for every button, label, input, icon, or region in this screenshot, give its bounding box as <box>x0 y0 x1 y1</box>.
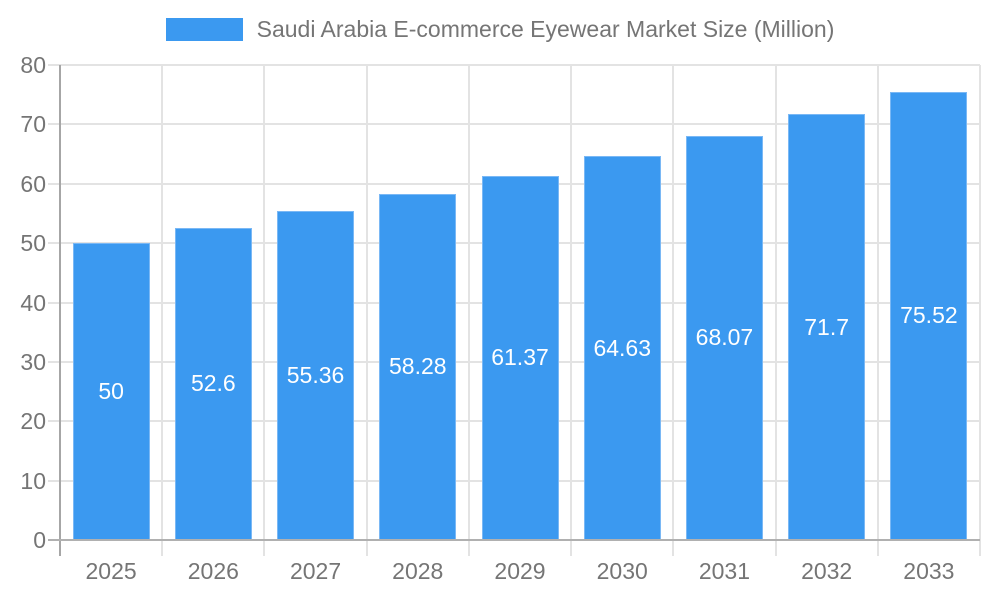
bar-2025: 50 <box>72 243 150 540</box>
bar-2028: 58.28 <box>379 193 457 540</box>
y-tick-label: 10 <box>20 467 46 494</box>
x-tick-label-2027: 2027 <box>289 558 342 584</box>
gridline-horizontal <box>48 123 980 126</box>
gridline-vertical <box>876 65 879 556</box>
bar-value-label: 50 <box>98 378 124 405</box>
y-tick-label: 30 <box>20 348 46 375</box>
gridline-vertical <box>774 65 777 556</box>
y-tick-label: 60 <box>20 170 46 197</box>
legend-swatch-icon <box>165 18 243 41</box>
y-tick-label: 0 <box>33 527 46 553</box>
bar-value-label: 52.6 <box>190 370 236 397</box>
gridline-vertical <box>365 65 368 556</box>
bar-value-label: 64.63 <box>593 334 651 361</box>
bar-2027: 55.36 <box>277 211 355 540</box>
zero-line <box>48 539 980 541</box>
x-tick-label-2028: 2028 <box>392 558 444 584</box>
y-tick-label: 40 <box>20 289 46 316</box>
bar-2029: 61.37 <box>481 175 559 540</box>
gridline-vertical <box>672 65 675 556</box>
x-tick-label-2033: 2033 <box>903 558 955 584</box>
x-tick-label-2026: 2026 <box>187 558 239 584</box>
gridline-vertical <box>263 65 266 556</box>
bar-value-label: 75.52 <box>900 302 958 329</box>
legend[interactable]: Saudi Arabia E-commerce Eyewear Market S… <box>0 16 1000 43</box>
x-tick-label-2031: 2031 <box>698 558 751 584</box>
bar-value-label: 61.37 <box>491 344 549 371</box>
bar-value-label: 58.28 <box>388 353 447 380</box>
bar-value-label: 55.36 <box>286 362 345 389</box>
gridline-horizontal <box>48 64 980 66</box>
legend-label: Saudi Arabia E-commerce Eyewear Market S… <box>256 16 835 42</box>
gridline-vertical <box>161 65 164 556</box>
x-tick-label-2029: 2029 <box>494 558 546 584</box>
gridline-vertical <box>467 65 470 556</box>
y-tick-label: 50 <box>20 230 46 257</box>
bar-2026: 52.6 <box>174 227 252 540</box>
x-tick-label-2025: 2025 <box>85 558 137 584</box>
y-axis-line <box>59 65 61 556</box>
gridline-vertical <box>979 65 981 556</box>
bar-2033: 75.52 <box>890 91 968 540</box>
x-tick-label-2032: 2032 <box>801 558 853 584</box>
bar-value-label: 71.7 <box>804 313 850 340</box>
bar-value-label: 68.07 <box>695 324 754 351</box>
y-tick-label: 20 <box>20 408 46 435</box>
y-tick-label: 70 <box>20 111 46 138</box>
y-tick-label: 80 <box>20 52 46 78</box>
plot-area: 50 52.6 55.36 58.28 61.37 64.63 68.07 71.7 75.52 <box>48 64 981 556</box>
gridline-vertical <box>570 65 573 556</box>
bar-2030: 64.63 <box>583 156 661 540</box>
x-tick-label-2030: 2030 <box>596 558 648 584</box>
bar-2031: 68.07 <box>685 135 763 540</box>
bar-2032: 71.7 <box>788 114 866 540</box>
